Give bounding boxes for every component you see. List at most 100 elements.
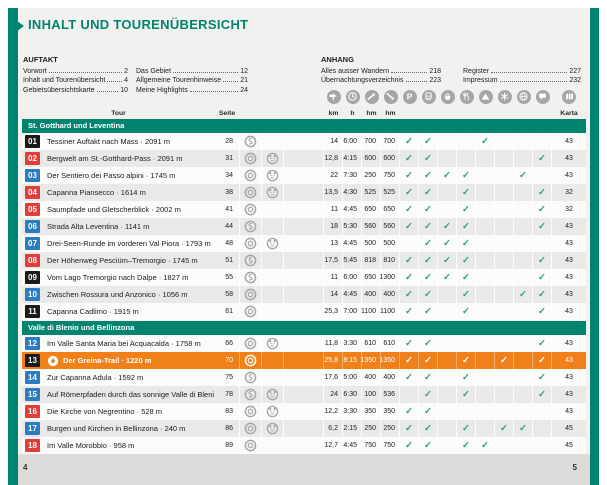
restaurant-icon: [459, 89, 474, 104]
column-header-tour: Tour: [111, 110, 126, 117]
tour-number-cell: 02: [22, 150, 42, 167]
column-header-unit: km: [328, 110, 339, 117]
tour-map-number: 43: [565, 357, 573, 364]
empty-check-cell: [476, 167, 495, 184]
tour-ascent: 700: [362, 133, 381, 150]
check-train: ✓: [419, 218, 438, 235]
empty-check-cell: [476, 420, 495, 437]
tour-number-cell: 05: [22, 201, 42, 218]
tour-map-number: 43: [565, 257, 573, 264]
hiker-badge-icon: [240, 269, 262, 286]
tour-map-number: 43: [565, 374, 573, 381]
tour-ascent: 818: [362, 252, 381, 269]
check-train: ✓: [419, 420, 438, 437]
check-parking: ✓: [400, 303, 419, 320]
toc-entry-page: 218: [429, 67, 441, 75]
tour-hours: 4:45: [343, 201, 362, 218]
tour-number-badge: 05: [25, 203, 40, 216]
tour-hours: 7:00: [343, 303, 362, 320]
ring-badge-icon: [240, 403, 262, 420]
spacer-cell: [284, 269, 324, 286]
check-train: ✓: [419, 133, 438, 150]
tour-number-cell: 04: [22, 184, 42, 201]
check-parking: ✓: [400, 218, 419, 235]
ascent-icon: [364, 89, 379, 104]
icon-header-cell: [381, 88, 400, 105]
empty-check-cell: [495, 201, 514, 218]
check-basket: ✓: [438, 218, 457, 235]
tour-km: 12,7: [324, 437, 343, 454]
tour-km: 6,2: [324, 420, 343, 437]
empty-check-cell: [495, 184, 514, 201]
toc-entry: Meine Highlights 24: [136, 84, 248, 94]
tour-title: Zur Capanna Adula · 1592 m: [47, 373, 144, 382]
check-train: ✓: [419, 167, 438, 184]
tour-title: Im Valle Santa Maria bei Acquacalda · 17…: [47, 339, 201, 348]
spacer-cell: [400, 105, 419, 122]
empty-check-cell: [533, 133, 552, 150]
tour-map-number: 43: [565, 391, 573, 398]
icon-header-cell: [343, 88, 362, 105]
empty-badge-cell: [262, 252, 284, 269]
tour-row: 12 Im Valle Santa Maria bei Acquacalda · …: [22, 335, 586, 352]
tour-page: 70: [214, 352, 240, 369]
tour-page: 78: [214, 386, 240, 403]
spacer-cell: [284, 437, 324, 454]
table-of-contents: AUFTAKT Vorwort 2 Inhalt und Tourenübersich…: [18, 55, 590, 101]
empty-badge-cell: [262, 201, 284, 218]
check-parking: ✓: [400, 403, 419, 420]
check-restaurant: ✓: [457, 352, 476, 369]
check-globe: ✓: [514, 420, 533, 437]
highlight-flame-icon: [47, 355, 59, 366]
tour-page: 41: [214, 201, 240, 218]
icon-header-cell: [438, 88, 457, 105]
toc-heading: [136, 55, 248, 65]
check-train: ✓: [419, 386, 438, 403]
tour-descent: 536: [381, 386, 400, 403]
empty-check-cell: [495, 369, 514, 386]
toc-column: Das Gebiet 12 Allgemeine Tourenhinweise 21 M…: [136, 55, 248, 94]
check-chat: ✓: [533, 352, 552, 369]
check-globe: ✓: [514, 286, 533, 303]
tour-km: 24: [324, 386, 343, 403]
tour-row: 08 Der Höhenweg Pesciüm–Tremorgio · 1745 …: [22, 252, 586, 269]
tour-ascent: 600: [362, 150, 381, 167]
tour-title: Capanna Cadlimo · 1915 m: [47, 307, 139, 316]
icon-header-cell: [419, 88, 438, 105]
check-train: ✓: [419, 184, 438, 201]
tour-number-cell: 11: [22, 303, 42, 320]
check-restaurant: ✓: [457, 386, 476, 403]
spacer-cell: [419, 105, 438, 122]
snowflake-icon: [497, 89, 512, 104]
tour-row: 07 Drei-Seen-Runde im vorderen Val Piora …: [22, 235, 586, 252]
check-parking: ✓: [400, 420, 419, 437]
tour-ascent: 750: [362, 437, 381, 454]
tour-descent: 525: [381, 184, 400, 201]
tour-ascent: 650: [362, 269, 381, 286]
column-icons-row: P: [22, 88, 586, 105]
check-snowflake: ✓: [495, 352, 514, 369]
icon-header-cell: [22, 88, 42, 105]
spacer-cell: [476, 105, 495, 122]
tour-number-badge: 16: [25, 405, 40, 418]
empty-check-cell: [533, 437, 552, 454]
tour-page: 58: [214, 286, 240, 303]
tour-map-number: 32: [565, 206, 573, 213]
toc-entry-label: Impressum: [463, 77, 498, 85]
tour-map-number: 43: [565, 155, 573, 162]
tour-km: 13,5: [324, 184, 343, 201]
empty-check-cell: [438, 303, 457, 320]
tour-number-cell: 15: [22, 386, 42, 403]
empty-check-cell: [514, 303, 533, 320]
toc-entry: Allgemeine Tourenhinweise 21: [136, 75, 248, 84]
check-chat: ✓: [533, 386, 552, 403]
toc-entry-label: Alles ausser Wandern: [321, 67, 390, 75]
icon-header-cell: [495, 88, 514, 105]
hut-icon: [478, 89, 493, 104]
right-binding-strip: [590, 8, 599, 485]
tour-km: 22: [324, 167, 343, 184]
ring-badge-icon: [240, 420, 262, 437]
tour-km: 25,8: [324, 352, 343, 369]
check-basket: ✓: [438, 167, 457, 184]
